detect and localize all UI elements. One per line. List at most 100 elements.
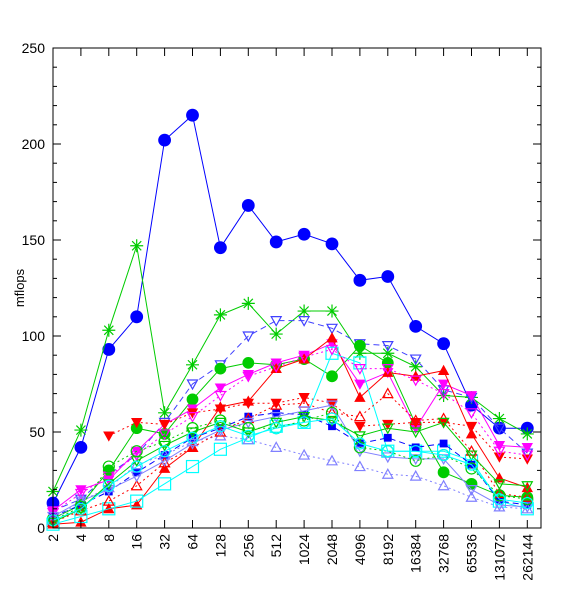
data-point — [465, 491, 478, 502]
data-point — [270, 441, 283, 452]
data-point — [521, 493, 534, 506]
data-point — [130, 494, 144, 508]
data-point — [242, 422, 255, 435]
data-point — [130, 460, 143, 473]
x-tick-label: 131072 — [491, 534, 507, 581]
data-point — [353, 364, 366, 375]
data-point — [354, 391, 366, 402]
data-point — [381, 364, 394, 375]
x-tick-label: 4096 — [352, 534, 368, 565]
data-point — [493, 423, 506, 435]
data-point — [325, 323, 339, 335]
data-point — [409, 375, 422, 387]
data-point — [325, 454, 339, 466]
data-point — [102, 460, 115, 473]
data-point — [186, 379, 199, 391]
data-point — [409, 427, 422, 439]
data-point — [185, 459, 200, 474]
data-point — [186, 438, 199, 450]
data-point — [269, 419, 283, 433]
axes-layer: 0 50 100 150 200 250 2 4 8 16 32 64 128 256 512 1024 204… — [22, 40, 542, 581]
data-point — [520, 427, 534, 441]
data-point — [382, 366, 394, 377]
data-point — [74, 502, 88, 515]
data-point — [437, 479, 450, 491]
data-point — [493, 446, 506, 458]
data-point — [270, 398, 283, 410]
data-point — [158, 448, 171, 460]
data-point — [186, 435, 199, 447]
data-point — [382, 419, 394, 431]
data-point — [75, 485, 87, 496]
data-point — [381, 423, 394, 435]
data-point — [521, 450, 534, 462]
data-point — [325, 400, 339, 412]
data-point — [214, 390, 227, 402]
data-point — [521, 442, 533, 454]
x-tick-label: 256 — [240, 534, 256, 558]
data-point — [213, 241, 227, 255]
data-point — [409, 354, 422, 366]
data-point — [381, 445, 394, 458]
data-point — [130, 458, 143, 470]
x-tick-label: 32 — [157, 534, 173, 550]
data-point — [437, 364, 450, 375]
data-point — [186, 422, 199, 435]
data-point — [354, 421, 366, 433]
data-point — [409, 469, 422, 481]
data-point — [270, 316, 283, 327]
data-point — [325, 344, 339, 356]
data-point — [242, 371, 255, 383]
data-point — [214, 383, 227, 394]
data-point — [186, 358, 199, 372]
series-line — [52, 114, 528, 504]
data-point — [242, 331, 255, 343]
data-point — [493, 452, 506, 463]
data-point — [214, 404, 227, 415]
data-point — [465, 428, 478, 439]
series-line — [108, 396, 528, 460]
data-point — [381, 452, 394, 464]
data-point — [158, 445, 171, 458]
data-point — [437, 389, 450, 400]
x-tick-label: 128 — [212, 534, 228, 558]
data-point — [74, 488, 87, 500]
data-point — [437, 379, 450, 390]
data-point — [269, 235, 283, 249]
data-point — [353, 431, 366, 443]
data-point — [74, 423, 88, 437]
data-point — [298, 406, 311, 418]
data-point — [102, 479, 115, 492]
y-axis-label: mflops — [12, 268, 27, 307]
data-point — [298, 352, 311, 364]
data-point — [186, 412, 199, 423]
series-line — [52, 337, 528, 525]
x-tick-label: 512 — [268, 534, 284, 558]
data-point — [493, 479, 506, 491]
data-point — [521, 496, 534, 510]
data-point — [353, 339, 366, 352]
data-point — [437, 466, 450, 479]
data-point — [492, 412, 506, 426]
y-tick-label: 200 — [22, 136, 46, 152]
data-point — [521, 491, 534, 502]
data-point — [241, 296, 255, 310]
y-tick-label: 150 — [22, 232, 46, 248]
data-point — [131, 417, 143, 429]
data-point — [381, 341, 394, 352]
data-point — [439, 439, 448, 448]
data-point — [158, 406, 172, 420]
data-point — [214, 417, 227, 429]
data-point — [409, 454, 422, 467]
data-point — [325, 237, 339, 251]
x-tick-label: 16384 — [408, 534, 424, 573]
data-point — [186, 393, 199, 406]
data-point — [381, 468, 394, 479]
x-tick-label: 65536 — [464, 534, 480, 573]
data-point — [493, 441, 506, 452]
y-tick-label: 250 — [22, 40, 46, 56]
data-point — [298, 316, 311, 327]
data-point — [102, 323, 116, 337]
